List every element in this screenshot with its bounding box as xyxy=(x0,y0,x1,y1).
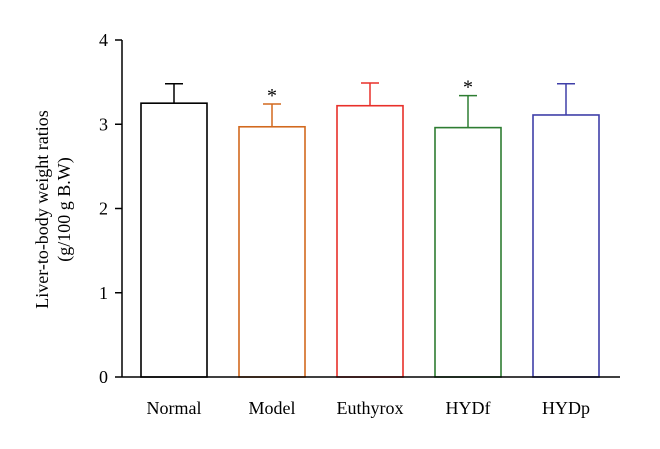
y-axis-title-line: (g/100 g B.W) xyxy=(54,157,75,261)
y-axis-title-line: Liver-to-body weight ratios xyxy=(32,110,52,309)
y-axis-title: Liver-to-body weight ratios (g/100 g B.W) xyxy=(32,110,75,309)
x-tick-labels: Normal Model Euthyrox HYDf HYDp xyxy=(147,398,590,418)
y-tick-label: 2 xyxy=(99,199,108,219)
x-tick-label: HYDf xyxy=(446,398,491,418)
bar-group xyxy=(336,82,404,378)
bar-group: * xyxy=(238,85,306,378)
bars: * * xyxy=(140,77,600,378)
x-tick-label: Normal xyxy=(147,398,202,418)
bar-group: * xyxy=(434,77,502,378)
y-ticks: 0 1 2 3 4 xyxy=(99,30,122,387)
x-tick-label: Euthyrox xyxy=(337,398,404,418)
bar-model xyxy=(238,125,306,378)
bar-group xyxy=(532,83,600,378)
bar-hydp xyxy=(532,114,600,378)
axes xyxy=(121,40,620,378)
bar-hydf xyxy=(434,126,502,378)
y-tick-label: 0 xyxy=(99,367,108,387)
y-tick-label: 3 xyxy=(99,114,108,134)
y-tick-label: 1 xyxy=(99,283,108,303)
x-tick-label: HYDp xyxy=(542,398,590,418)
y-tick-label: 4 xyxy=(99,30,108,50)
significance-marker: * xyxy=(463,77,473,99)
bar-group xyxy=(140,83,208,378)
bar-euthyrox xyxy=(336,104,404,378)
bar-normal xyxy=(140,102,208,378)
x-tick-label: Model xyxy=(249,398,296,418)
significance-marker: * xyxy=(267,85,277,107)
